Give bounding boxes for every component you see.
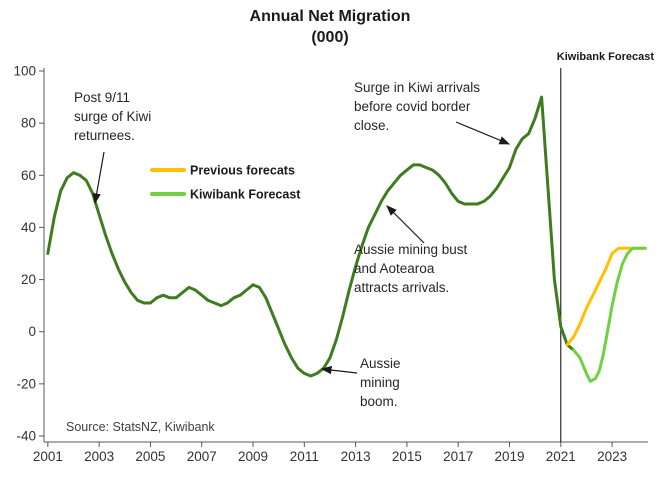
y-tick-label: 100: [13, 64, 36, 79]
x-tick-label: 2023: [597, 449, 627, 464]
x-tick-label: 2007: [187, 449, 217, 464]
y-tick-label: 80: [21, 116, 36, 131]
legend-label-0: Previous forecats: [190, 164, 295, 178]
annotation-post-911: Post 9/11 surge of Kiwi returnees.: [74, 90, 152, 144]
annotation-arrow-0: [92, 151, 105, 205]
y-tick-label: 0: [28, 324, 36, 339]
y-tick-label: 20: [21, 272, 36, 287]
x-tick-label: 2017: [443, 449, 473, 464]
chart-subtitle: (000): [311, 29, 349, 46]
series-line-0: [46, 95, 576, 378]
annotation-mining-boom: Aussie mining boom.: [360, 356, 401, 410]
x-tick-label: 2021: [546, 449, 576, 464]
annotation-arrow-2: [386, 205, 425, 244]
forecast-divider-label: Kiwibank Forecast: [556, 51, 654, 63]
annotation-covid-surge: Surge in Kiwi arrivals before covid bord…: [354, 80, 481, 134]
series-line-2: [572, 246, 647, 383]
x-tick-label: 2005: [135, 449, 165, 464]
chart-title: Annual Net Migration: [249, 8, 411, 25]
y-tick-label: 60: [21, 168, 36, 183]
x-tick-label: 2013: [341, 449, 371, 464]
x-tick-label: 2011: [290, 449, 319, 464]
series-line-1: [565, 246, 646, 347]
y-tick-label: -20: [16, 376, 36, 391]
x-tick-label: 2009: [238, 449, 268, 464]
annotation-mining-bust: Aussie mining bust and Aotearoa attracts…: [354, 242, 468, 296]
y-tick-label: -40: [16, 429, 36, 444]
x-tick-label: 2015: [392, 449, 422, 464]
x-tick-label: 2003: [84, 449, 114, 464]
annotation-arrow-3: [320, 365, 358, 375]
source-note: Source: StatsNZ, Kiwibank: [66, 420, 215, 434]
legend-label-1: Kiwibank Forecast: [190, 188, 301, 202]
x-tick-label: 2019: [494, 449, 524, 464]
y-tick-label: 40: [21, 220, 36, 235]
annotation-arrow-1: [455, 121, 511, 145]
x-tick-label: 2001: [33, 449, 63, 464]
